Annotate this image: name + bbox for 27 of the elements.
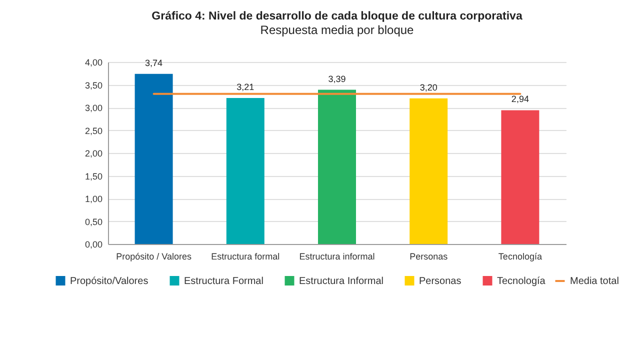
data-label: 3,21 [236,82,254,92]
y-tick-label: 2,50 [84,126,102,136]
data-label: 3,39 [328,74,346,84]
y-tick-label: 2,00 [84,148,102,158]
x-tick-label: Estructura informal [299,252,375,262]
x-tick-label: Tecnología [498,252,542,262]
data-label: 3,74 [145,58,163,68]
data-label: 3,20 [420,82,438,92]
legend-label: Propósito/Valores [70,276,148,287]
chart-title: Gráfico 4: Nivel de desarrollo de cada bloque de cultura corporativa [152,10,523,22]
legend-label: Media total [570,276,619,287]
legend-label: Estructura Informal [299,276,384,287]
x-tick-label: Personas [410,252,448,262]
legend-label: Estructura Formal [184,276,264,287]
y-tick-label: 3,00 [84,103,102,113]
chart-subtitle: Respuesta media por bloque [260,23,414,37]
y-tick-label: 1,50 [84,171,102,182]
data-label: 2,94 [511,94,529,104]
y-tick-label: 4,00 [84,58,102,68]
legend-label: Tecnología [497,276,546,287]
x-tick-label: Estructura formal [211,252,280,262]
y-tick-label: 1,00 [84,194,102,204]
x-tick-label: Propósito / Valores [116,252,192,262]
y-tick-label: 0,50 [84,216,102,227]
y-tick-label: 0,00 [84,240,102,250]
legend-label: Personas [419,276,462,287]
y-tick-label: 3,50 [84,80,102,90]
